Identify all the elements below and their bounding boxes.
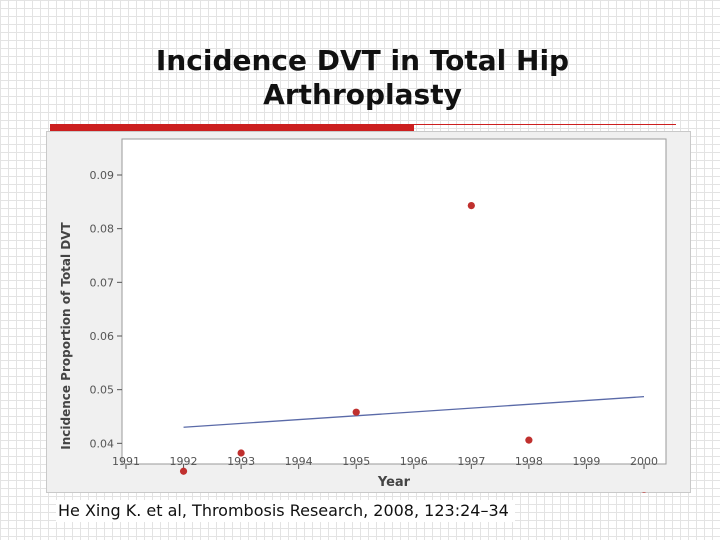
scatter-chart: 0.03 0.04 0.05 0.06 0.07 0.08 0.09 1991 1992 1993… [59,138,667,493]
data-point [467,201,475,210]
trend-line [183,395,645,428]
data-point [641,492,647,493]
title-underline-bar [50,124,414,131]
x-tick-label: 1998 [515,455,543,468]
y-axis-title: Incidence Proportion of Total DVT [59,221,73,449]
y-tick-label: 0.04 [90,437,115,450]
x-tick-label: 1997 [457,455,485,468]
x-tick-label: 1995 [342,455,370,468]
data-point [525,436,533,444]
y-tick-label: 0.05 [90,384,115,397]
x-tick-label: 2000 [630,455,658,468]
slide-title: Incidence DVT in Total Hip Arthroplasty [90,44,635,112]
x-tick-label: 1994 [285,455,313,468]
y-tick-label: 0.09 [90,169,115,182]
y-tick-label: 0.06 [90,330,115,343]
x-tick-label: 1991 [112,455,140,468]
title-line-1: Incidence DVT in Total Hip [155,44,570,77]
data-point [352,408,360,416]
x-axis-title: Year [377,475,411,490]
y-tick-label: 0.08 [90,223,115,236]
y-tick-label: 0.07 [90,276,115,289]
x-tick-label: 1996 [400,455,428,468]
citation: He Xing K. et al, Thrombosis Research, 2… [56,500,515,522]
data-point [179,467,188,475]
x-tick-label: 1993 [227,455,255,468]
x-tick-label: 1999 [572,455,600,468]
title-underline-rule [414,124,676,125]
y-tick-label: 0.03 [90,491,115,493]
data-point [237,449,245,457]
title-line-2: Arthroplasty [263,78,462,111]
x-tick-label: 1992 [170,455,198,468]
plot-area [121,138,667,465]
